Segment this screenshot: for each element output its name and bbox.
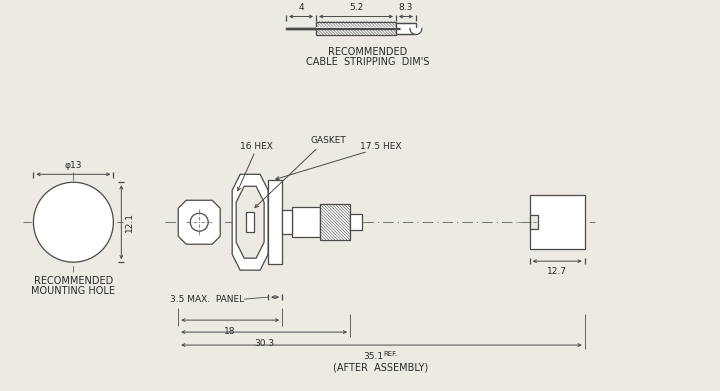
- Text: 12.1: 12.1: [125, 212, 135, 232]
- Bar: [396, 23, 416, 34]
- Text: 3.5 MAX.  PANEL: 3.5 MAX. PANEL: [170, 295, 244, 304]
- Text: 12.7: 12.7: [546, 267, 567, 276]
- Text: 30.3: 30.3: [254, 339, 274, 348]
- Text: 8.3: 8.3: [399, 2, 413, 11]
- Text: RECOMMENDED: RECOMMENDED: [34, 276, 113, 286]
- Text: 17.5 HEX: 17.5 HEX: [360, 142, 402, 151]
- Text: 35.1: 35.1: [363, 352, 383, 361]
- Bar: [316, 22, 396, 36]
- Text: (AFTER  ASSEMBLY): (AFTER ASSEMBLY): [333, 362, 428, 372]
- Text: φ13: φ13: [65, 161, 82, 170]
- Bar: [530, 215, 538, 229]
- Polygon shape: [236, 186, 264, 258]
- Text: 18: 18: [225, 327, 236, 336]
- Text: 4: 4: [298, 2, 304, 11]
- Text: CABLE  STRIPPING  DIM'S: CABLE STRIPPING DIM'S: [306, 57, 430, 68]
- Circle shape: [33, 182, 113, 262]
- Text: MOUNTING HOLE: MOUNTING HOLE: [32, 286, 115, 296]
- Bar: [246, 212, 254, 232]
- Bar: [350, 214, 362, 230]
- Polygon shape: [232, 174, 268, 270]
- Bar: [268, 180, 282, 264]
- Text: 5.2: 5.2: [349, 2, 363, 11]
- Polygon shape: [179, 200, 220, 244]
- Text: 16 HEX: 16 HEX: [240, 142, 273, 151]
- Bar: [282, 210, 292, 234]
- Text: GASKET: GASKET: [310, 136, 346, 145]
- Bar: [530, 195, 585, 249]
- Text: RECOMMENDED: RECOMMENDED: [328, 47, 408, 57]
- Text: REF.: REF.: [384, 351, 398, 357]
- Circle shape: [190, 213, 208, 231]
- Bar: [292, 207, 320, 237]
- Bar: [320, 204, 350, 240]
